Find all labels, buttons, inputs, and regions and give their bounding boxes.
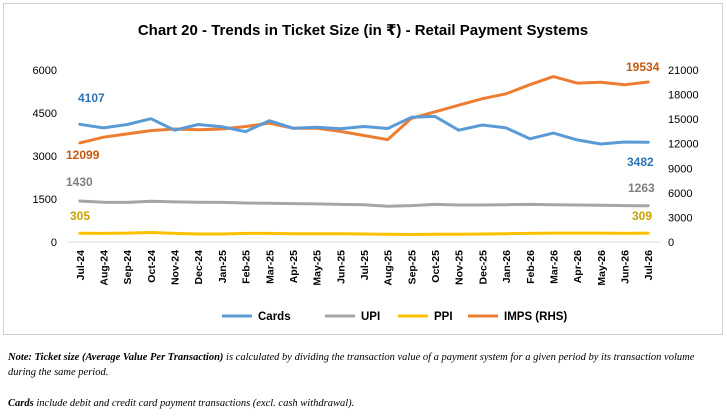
note2-rest: include debit and credit card payment tr… <box>33 398 355 409</box>
x-tick-label: Jul-25 <box>359 250 371 281</box>
y-left-tick-label: 6000 <box>33 65 57 77</box>
series-line-imps-rhs <box>78 75 650 145</box>
chart-container <box>3 3 723 335</box>
x-tick-label: Jun-26 <box>619 250 631 284</box>
legend-label: PPI <box>434 311 453 323</box>
x-tick-label: Mar-26 <box>548 250 560 284</box>
y-right-tick-label: 3000 <box>668 212 692 224</box>
y-left-tick-label: 1500 <box>33 194 57 206</box>
x-tick-label: Sep-25 <box>406 250 418 285</box>
data-label-imps-first: 12099 <box>66 148 100 162</box>
series-line-upi <box>78 199 650 208</box>
data-label-cards-first: 4107 <box>78 91 105 105</box>
series-line-cards <box>78 114 650 146</box>
legend-label: IMPS (RHS) <box>504 311 567 323</box>
note-cards: Cards include debit and credit card paym… <box>8 396 720 411</box>
y-left-tick-label: 3000 <box>33 151 57 163</box>
y-right-tick-label: 0 <box>668 237 674 249</box>
data-label-cards-last: 3482 <box>627 155 654 169</box>
x-tick-label: Nov-24 <box>170 250 182 285</box>
note2-lead: Cards <box>8 398 34 409</box>
chart-title: Chart 20 - Trends in Ticket Size (in ₹) … <box>138 22 588 39</box>
note-ticket-size: Note: Ticket size (Average Value Per Tra… <box>8 350 720 380</box>
x-tick-label: May-25 <box>312 250 324 286</box>
note1-lead: Note: Ticket size (Average Value Per Tra… <box>8 352 224 363</box>
legend-label: Cards <box>258 311 291 323</box>
x-tick-label: Jul-26 <box>643 250 655 281</box>
y-right-tick-label: 12000 <box>668 139 699 151</box>
y-right-tick-label: 9000 <box>668 163 692 175</box>
x-tick-label: Aug-25 <box>383 250 395 286</box>
y-right-tick-label: 6000 <box>668 188 692 200</box>
ticket-size-chart: Chart 20 - Trends in Ticket Size (in ₹) … <box>33 22 699 323</box>
data-label-imps-last: 19534 <box>626 60 660 74</box>
x-tick-label: Jan-26 <box>501 250 513 283</box>
x-tick-label: Oct-25 <box>430 250 442 283</box>
x-tick-label: Aug-24 <box>99 250 111 286</box>
x-tick-label: Dec-24 <box>193 250 205 285</box>
x-tick-label: Feb-26 <box>525 250 537 284</box>
x-tick-label: Jul-24 <box>75 250 87 281</box>
y-right-tick-label: 18000 <box>668 90 699 102</box>
y-right-tick-label: 15000 <box>668 114 699 126</box>
x-tick-label: Mar-25 <box>264 250 276 284</box>
x-tick-label: May-26 <box>596 250 608 286</box>
data-label-upi-last: 1263 <box>628 181 655 195</box>
note1-rest: is calculated by dividing the transactio… <box>8 352 695 378</box>
x-tick-label: Apr-26 <box>572 250 584 283</box>
y-left-tick-label: 0 <box>51 237 57 249</box>
data-label-ppi-last: 309 <box>632 209 652 223</box>
series-line-ppi <box>78 231 650 236</box>
x-tick-label: Oct-24 <box>146 250 158 283</box>
x-tick-label: Sep-24 <box>122 250 134 285</box>
x-tick-label: Jan-25 <box>217 250 229 283</box>
y-right-tick-label: 21000 <box>668 65 699 77</box>
data-label-ppi-first: 305 <box>70 209 90 223</box>
y-left-tick-label: 4500 <box>33 108 57 120</box>
x-tick-label: Jun-25 <box>335 250 347 284</box>
x-tick-label: Nov-25 <box>454 250 466 285</box>
data-label-upi-first: 1430 <box>66 175 93 189</box>
legend-label: UPI <box>361 311 380 323</box>
x-tick-label: Apr-25 <box>288 250 300 283</box>
x-tick-label: Dec-25 <box>477 250 489 285</box>
x-tick-label: Feb-25 <box>241 250 253 284</box>
